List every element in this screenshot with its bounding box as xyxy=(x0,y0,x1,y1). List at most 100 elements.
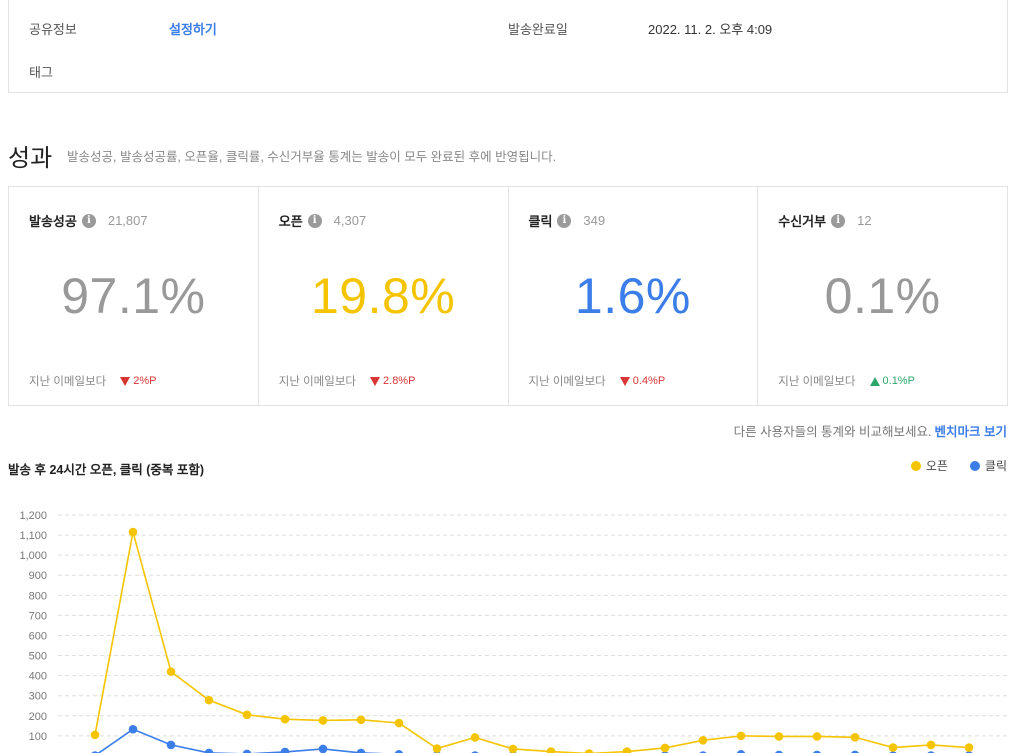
data-point[interactable] xyxy=(242,749,252,753)
triangle-down-icon xyxy=(370,376,381,386)
data-point[interactable] xyxy=(546,747,556,753)
legend-dot-icon xyxy=(969,460,980,471)
data-point[interactable] xyxy=(394,750,404,753)
data-point[interactable] xyxy=(204,748,214,753)
stat-value: 19.8% xyxy=(310,268,456,324)
data-point[interactable] xyxy=(736,750,746,753)
y-tick-label: 1,100 xyxy=(19,530,47,542)
data-point[interactable] xyxy=(280,714,290,724)
performance-title: 성과 xyxy=(8,145,53,172)
stat-count: 21,807 xyxy=(107,213,148,228)
data-point[interactable] xyxy=(736,731,746,741)
legend-dot-icon xyxy=(910,460,921,471)
y-tick-label: 900 xyxy=(29,570,47,582)
y-tick-label: 300 xyxy=(29,691,47,703)
stat-compare-label: 지난 이메일보다 xyxy=(278,376,357,388)
data-point[interactable] xyxy=(204,695,214,705)
data-point[interactable] xyxy=(698,735,708,745)
triangle-down-icon xyxy=(120,376,131,386)
data-point[interactable] xyxy=(926,740,936,750)
stat-value: 97.1% xyxy=(61,268,206,324)
stat-count: 4,307 xyxy=(333,213,367,228)
stat-delivered: 발송성공 i 21,807 97.1% 지난 이메일보다 2%P xyxy=(9,187,259,405)
legend-item-click[interactable]: 클릭 xyxy=(969,457,1007,474)
y-tick-label: 500 xyxy=(29,651,47,663)
legend-label: 오픈 xyxy=(925,459,948,473)
data-point[interactable] xyxy=(280,747,290,753)
tag-label: 태그 xyxy=(29,65,53,80)
stat-compare-label: 지난 이메일보다 xyxy=(528,376,606,388)
y-tick-label: 600 xyxy=(29,630,47,642)
y-tick-label: 700 xyxy=(29,610,47,622)
info-icon[interactable]: i xyxy=(557,213,572,228)
data-point[interactable] xyxy=(851,750,860,753)
stat-delta: 2.8%P xyxy=(370,375,415,387)
share-info-label: 공유정보 xyxy=(29,22,77,37)
series-line-오픈 xyxy=(94,531,970,753)
data-point[interactable] xyxy=(394,718,404,728)
stats-panel: 발송성공 i 21,807 97.1% 지난 이메일보다 2%P 오픈 i 4,… xyxy=(8,186,1008,406)
data-point[interactable] xyxy=(964,743,974,752)
stat-click: 클릭 i 349 1.6% 지난 이메일보다 0.4%P xyxy=(509,187,759,405)
y-tick-label: 400 xyxy=(29,671,47,683)
triangle-up-icon xyxy=(869,376,880,386)
y-tick-label: 800 xyxy=(29,590,47,602)
data-point[interactable] xyxy=(622,747,632,753)
info-icon[interactable]: i xyxy=(81,213,96,228)
data-point[interactable] xyxy=(660,743,670,753)
triangle-down-icon xyxy=(619,376,630,386)
benchmark-link[interactable]: 벤치마크 보기 xyxy=(934,425,1007,439)
performance-description: 발송성공, 발송성공률, 오픈율, 클릭률, 수신거부율 통계는 발송이 모두 … xyxy=(67,150,557,164)
data-point[interactable] xyxy=(775,750,784,753)
stat-value: 0.1% xyxy=(824,268,941,324)
y-tick-label: 100 xyxy=(29,731,47,743)
y-tick-label: 200 xyxy=(29,711,47,723)
chart-title: 발송 후 24시간 오픈, 클릭 (중복 포함) xyxy=(8,463,205,477)
sent-date-value: 2022. 11. 2. 오후 4:09 xyxy=(648,22,773,37)
sent-date-label: 발송완료일 xyxy=(508,22,568,37)
info-icon[interactable]: i xyxy=(307,213,322,228)
data-point[interactable] xyxy=(888,743,898,752)
stat-delta: 0.1%P xyxy=(869,375,915,387)
data-point[interactable] xyxy=(242,710,252,720)
data-point[interactable] xyxy=(774,732,784,741)
benchmark-row: 다른 사용자들의 통계와 비교해보세요. 벤치마크 보기 xyxy=(734,421,1007,440)
data-point[interactable] xyxy=(166,667,176,676)
data-point[interactable] xyxy=(508,744,518,753)
benchmark-text: 다른 사용자들의 통계와 비교해보세요. xyxy=(733,425,932,439)
stat-count: 12 xyxy=(857,213,872,228)
data-point[interactable] xyxy=(90,730,100,740)
data-point[interactable] xyxy=(812,732,822,741)
stat-delta: 0.4%P xyxy=(619,375,665,387)
data-point[interactable] xyxy=(318,744,328,753)
data-point[interactable] xyxy=(128,724,138,734)
stat-name: 클릭 xyxy=(528,214,553,229)
stat-delta: 2%P xyxy=(120,375,157,387)
y-tick-label: 1,000 xyxy=(19,550,47,562)
legend-item-open[interactable]: 오픈 xyxy=(910,457,948,474)
legend-label: 클릭 xyxy=(984,459,1007,473)
data-point[interactable] xyxy=(356,748,366,753)
data-point[interactable] xyxy=(318,716,328,725)
data-point[interactable] xyxy=(850,732,860,742)
stat-compare-label: 지난 이메일보다 xyxy=(778,376,856,388)
stat-unsubscribe: 수신거부 i 12 0.1% 지난 이메일보다 0.1%P xyxy=(758,187,1007,405)
data-point[interactable] xyxy=(128,527,138,537)
stat-name: 발송성공 xyxy=(29,214,77,229)
y-tick-label: 1,200 xyxy=(19,510,47,522)
data-point[interactable] xyxy=(470,733,480,742)
data-point[interactable] xyxy=(356,715,366,725)
stat-compare-label: 지난 이메일보다 xyxy=(29,376,107,388)
data-point[interactable] xyxy=(813,750,822,753)
data-point[interactable] xyxy=(584,749,594,753)
chart-legend: 오픈 클릭 xyxy=(889,457,1007,474)
stat-open: 오픈 i 4,307 19.8% 지난 이메일보다 2.8%P xyxy=(259,187,509,405)
share-settings-link[interactable]: 설정하기 xyxy=(169,22,217,37)
data-point[interactable] xyxy=(432,744,442,753)
info-box: 공유정보 설정하기 발송완료일 2022. 11. 2. 오후 4:09 태그 xyxy=(8,0,1008,93)
stat-name: 오픈 xyxy=(278,214,303,229)
info-icon[interactable]: i xyxy=(831,213,846,228)
stat-count: 349 xyxy=(583,213,606,228)
data-point[interactable] xyxy=(166,740,176,750)
stat-name: 수신거부 xyxy=(778,214,827,229)
